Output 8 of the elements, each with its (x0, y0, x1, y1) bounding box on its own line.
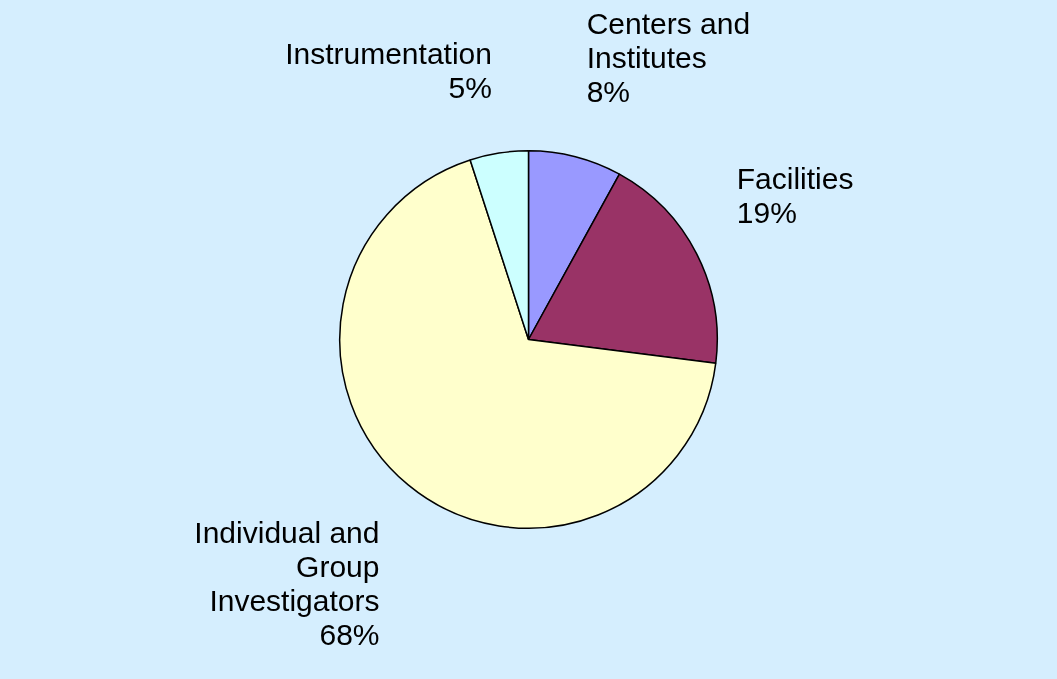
data-label: 5% (448, 70, 492, 104)
slice-label: Facilities (736, 161, 854, 195)
data-label: 68% (319, 617, 380, 651)
slice-label: Centers and Institutes (586, 7, 751, 75)
data-label: 19% (736, 195, 797, 229)
data-label: 8% (586, 75, 630, 109)
slice-label: Individual and Group Investigators (194, 515, 380, 617)
slice-label: Instrumentation (285, 36, 492, 70)
